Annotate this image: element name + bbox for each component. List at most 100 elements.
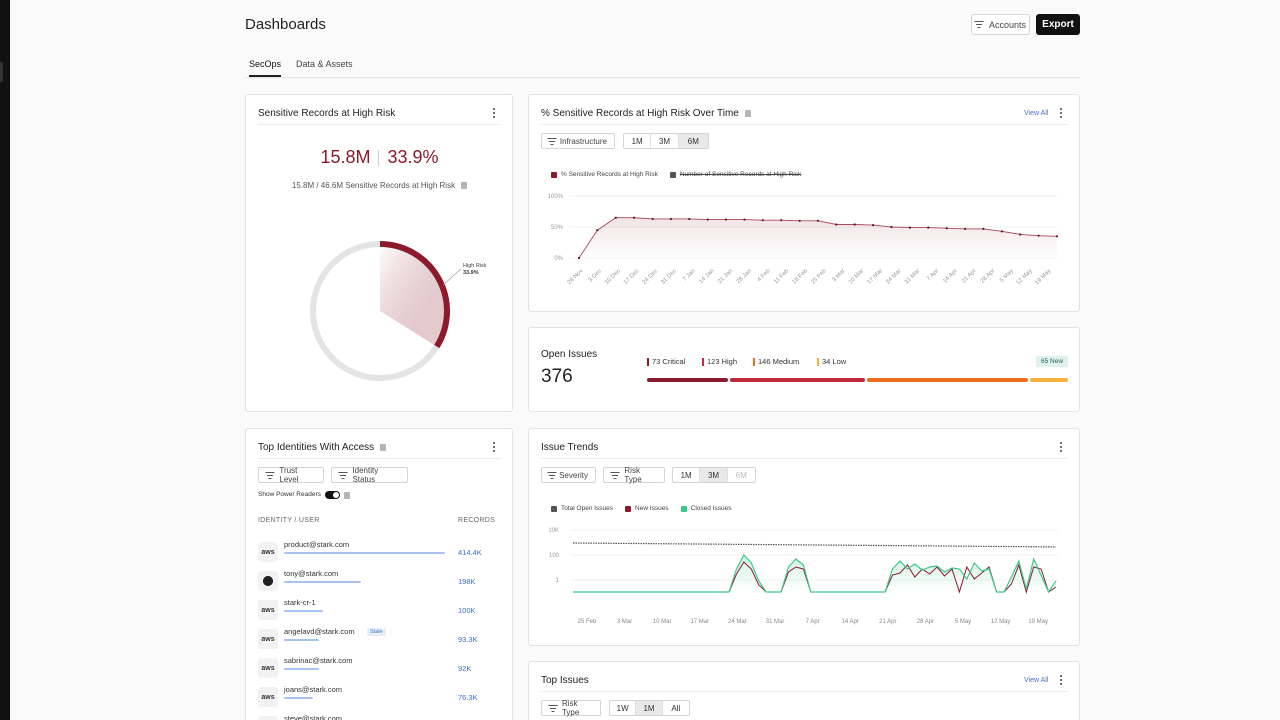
identity-row[interactable]: aws sabrinac@stark.com 92K: [258, 656, 498, 687]
data-point[interactable]: [724, 218, 728, 221]
more-icon[interactable]: [1059, 442, 1063, 452]
range-1m[interactable]: 1M: [624, 134, 652, 148]
data-point[interactable]: [669, 217, 673, 221]
data-point[interactable]: [761, 219, 764, 222]
donut-high-risk-arc[interactable]: [379, 241, 450, 349]
range-all[interactable]: All: [671, 703, 681, 713]
data-point[interactable]: [614, 216, 617, 219]
identity-row[interactable]: aws angelavd@stark.com Stale 93.3K: [258, 627, 498, 658]
filter-label: Risk Type: [624, 466, 642, 484]
info-icon[interactable]: [461, 182, 468, 190]
view-all-link[interactable]: View All: [1024, 110, 1049, 117]
records-value[interactable]: 100K: [458, 606, 476, 615]
range-1m[interactable]: 1M: [636, 701, 663, 715]
data-point[interactable]: [577, 256, 581, 260]
trust-level-filter[interactable]: Trust Level: [258, 466, 324, 484]
severity-bar-segment[interactable]: [647, 378, 728, 382]
severity-bar-segment[interactable]: [1030, 378, 1068, 382]
high-risk-percent: 33.9%: [387, 147, 439, 167]
more-icon[interactable]: [492, 442, 496, 452]
divider: [258, 124, 501, 125]
filter-label: Trust Level: [279, 466, 299, 484]
new-issues-badge[interactable]: 65 New: [1036, 356, 1069, 367]
identity-status-filter[interactable]: Identity Status: [331, 466, 408, 484]
data-point[interactable]: [835, 223, 838, 226]
legend-item-closed[interactable]: Closed Issues: [680, 505, 731, 512]
data-point[interactable]: [945, 227, 948, 230]
severity-filter[interactable]: Severity: [541, 467, 596, 483]
risk-type-filter[interactable]: Risk Type: [603, 466, 665, 484]
view-all-link[interactable]: View All: [1024, 677, 1049, 684]
card-title: Top Identities With Access: [258, 442, 387, 453]
tab-data-assets[interactable]: Data & Assets: [296, 59, 353, 69]
records-value[interactable]: 198K: [458, 577, 476, 586]
legend-item-number[interactable]: Number of Sensitive Records at High Risk: [669, 171, 801, 178]
legend-item-total[interactable]: Total Open Issues: [551, 505, 613, 512]
info-icon[interactable]: [744, 109, 751, 117]
data-point[interactable]: [633, 216, 636, 219]
records-value[interactable]: 76.3K: [458, 693, 478, 702]
x-tick-label: 28 Apr: [917, 619, 934, 625]
risk-type-filter[interactable]: Risk Type: [541, 699, 601, 717]
data-point[interactable]: [798, 219, 801, 222]
identity-email: stark-cr-1: [284, 598, 316, 607]
x-tick-label: 18 Feb: [792, 268, 810, 286]
records-bar: [284, 552, 445, 554]
export-button[interactable]: Export: [1036, 14, 1080, 35]
tab-secops[interactable]: SecOps: [249, 59, 282, 77]
data-point[interactable]: [872, 224, 875, 227]
infrastructure-filter[interactable]: Infrastructure: [541, 133, 615, 149]
data-point[interactable]: [596, 229, 599, 232]
data-point[interactable]: [743, 218, 746, 221]
data-point[interactable]: [688, 217, 691, 221]
data-point[interactable]: [1037, 234, 1040, 237]
filter-icon: [548, 704, 558, 712]
x-tick-label: 12 May: [1016, 268, 1034, 286]
accounts-button[interactable]: Accounts: [971, 14, 1030, 35]
range-3m[interactable]: 3M: [700, 468, 728, 482]
range-1w[interactable]: 1W: [610, 701, 637, 715]
top-identities-card: Top Identities With Access Trust Level I…: [245, 428, 513, 720]
data-point[interactable]: [927, 226, 930, 229]
data-point[interactable]: [982, 227, 985, 230]
data-point[interactable]: [1019, 233, 1022, 236]
data-point[interactable]: [908, 226, 912, 229]
x-tick-label: 7 Apr: [926, 268, 940, 282]
legend-item-new[interactable]: New Issues: [625, 505, 669, 512]
records-value[interactable]: 92K: [458, 664, 472, 673]
power-readers-toggle[interactable]: [325, 491, 340, 499]
identity-email: tony@stark.com: [284, 569, 339, 578]
identity-row[interactable]: tony@stark.com 198K: [258, 569, 498, 600]
identity-row[interactable]: aws product@stark.com 414.4K: [258, 540, 498, 571]
severity-bar-segment[interactable]: [729, 378, 866, 382]
data-point[interactable]: [651, 217, 654, 221]
data-point[interactable]: [780, 219, 783, 222]
data-point[interactable]: [1055, 235, 1059, 238]
range-1m[interactable]: 1M: [673, 468, 701, 482]
data-point[interactable]: [706, 218, 709, 221]
data-point[interactable]: [890, 225, 893, 229]
info-icon[interactable]: [380, 443, 387, 451]
more-icon[interactable]: [492, 108, 496, 118]
data-point[interactable]: [1000, 230, 1003, 233]
records-value[interactable]: 414.4K: [458, 548, 482, 557]
identity-row[interactable]: aws steve@stark.com: [258, 714, 498, 720]
x-tick-label: 24 Mar: [885, 268, 902, 285]
more-icon[interactable]: [1059, 108, 1063, 118]
range-3m[interactable]: 3M: [651, 134, 679, 148]
legend-item-percent[interactable]: % Sensitive Records at High Risk: [551, 171, 658, 178]
filter-label: Identity Status: [352, 466, 379, 484]
high-risk-count: 15.8M: [320, 147, 371, 167]
severity-bar-segment[interactable]: [867, 378, 1029, 382]
sidebar-handle[interactable]: [0, 62, 3, 82]
identity-row[interactable]: aws joans@stark.com 76.3K: [258, 685, 498, 716]
identity-row[interactable]: aws stark-cr-1 100K: [258, 598, 498, 629]
data-point[interactable]: [963, 227, 967, 230]
data-point[interactable]: [853, 223, 856, 226]
records-bar: [284, 697, 313, 699]
records-value[interactable]: 93.3K: [458, 635, 478, 644]
more-icon[interactable]: [1059, 675, 1063, 685]
data-point[interactable]: [816, 219, 820, 222]
info-icon[interactable]: [344, 492, 350, 499]
range-6m[interactable]: 6M: [678, 134, 708, 148]
